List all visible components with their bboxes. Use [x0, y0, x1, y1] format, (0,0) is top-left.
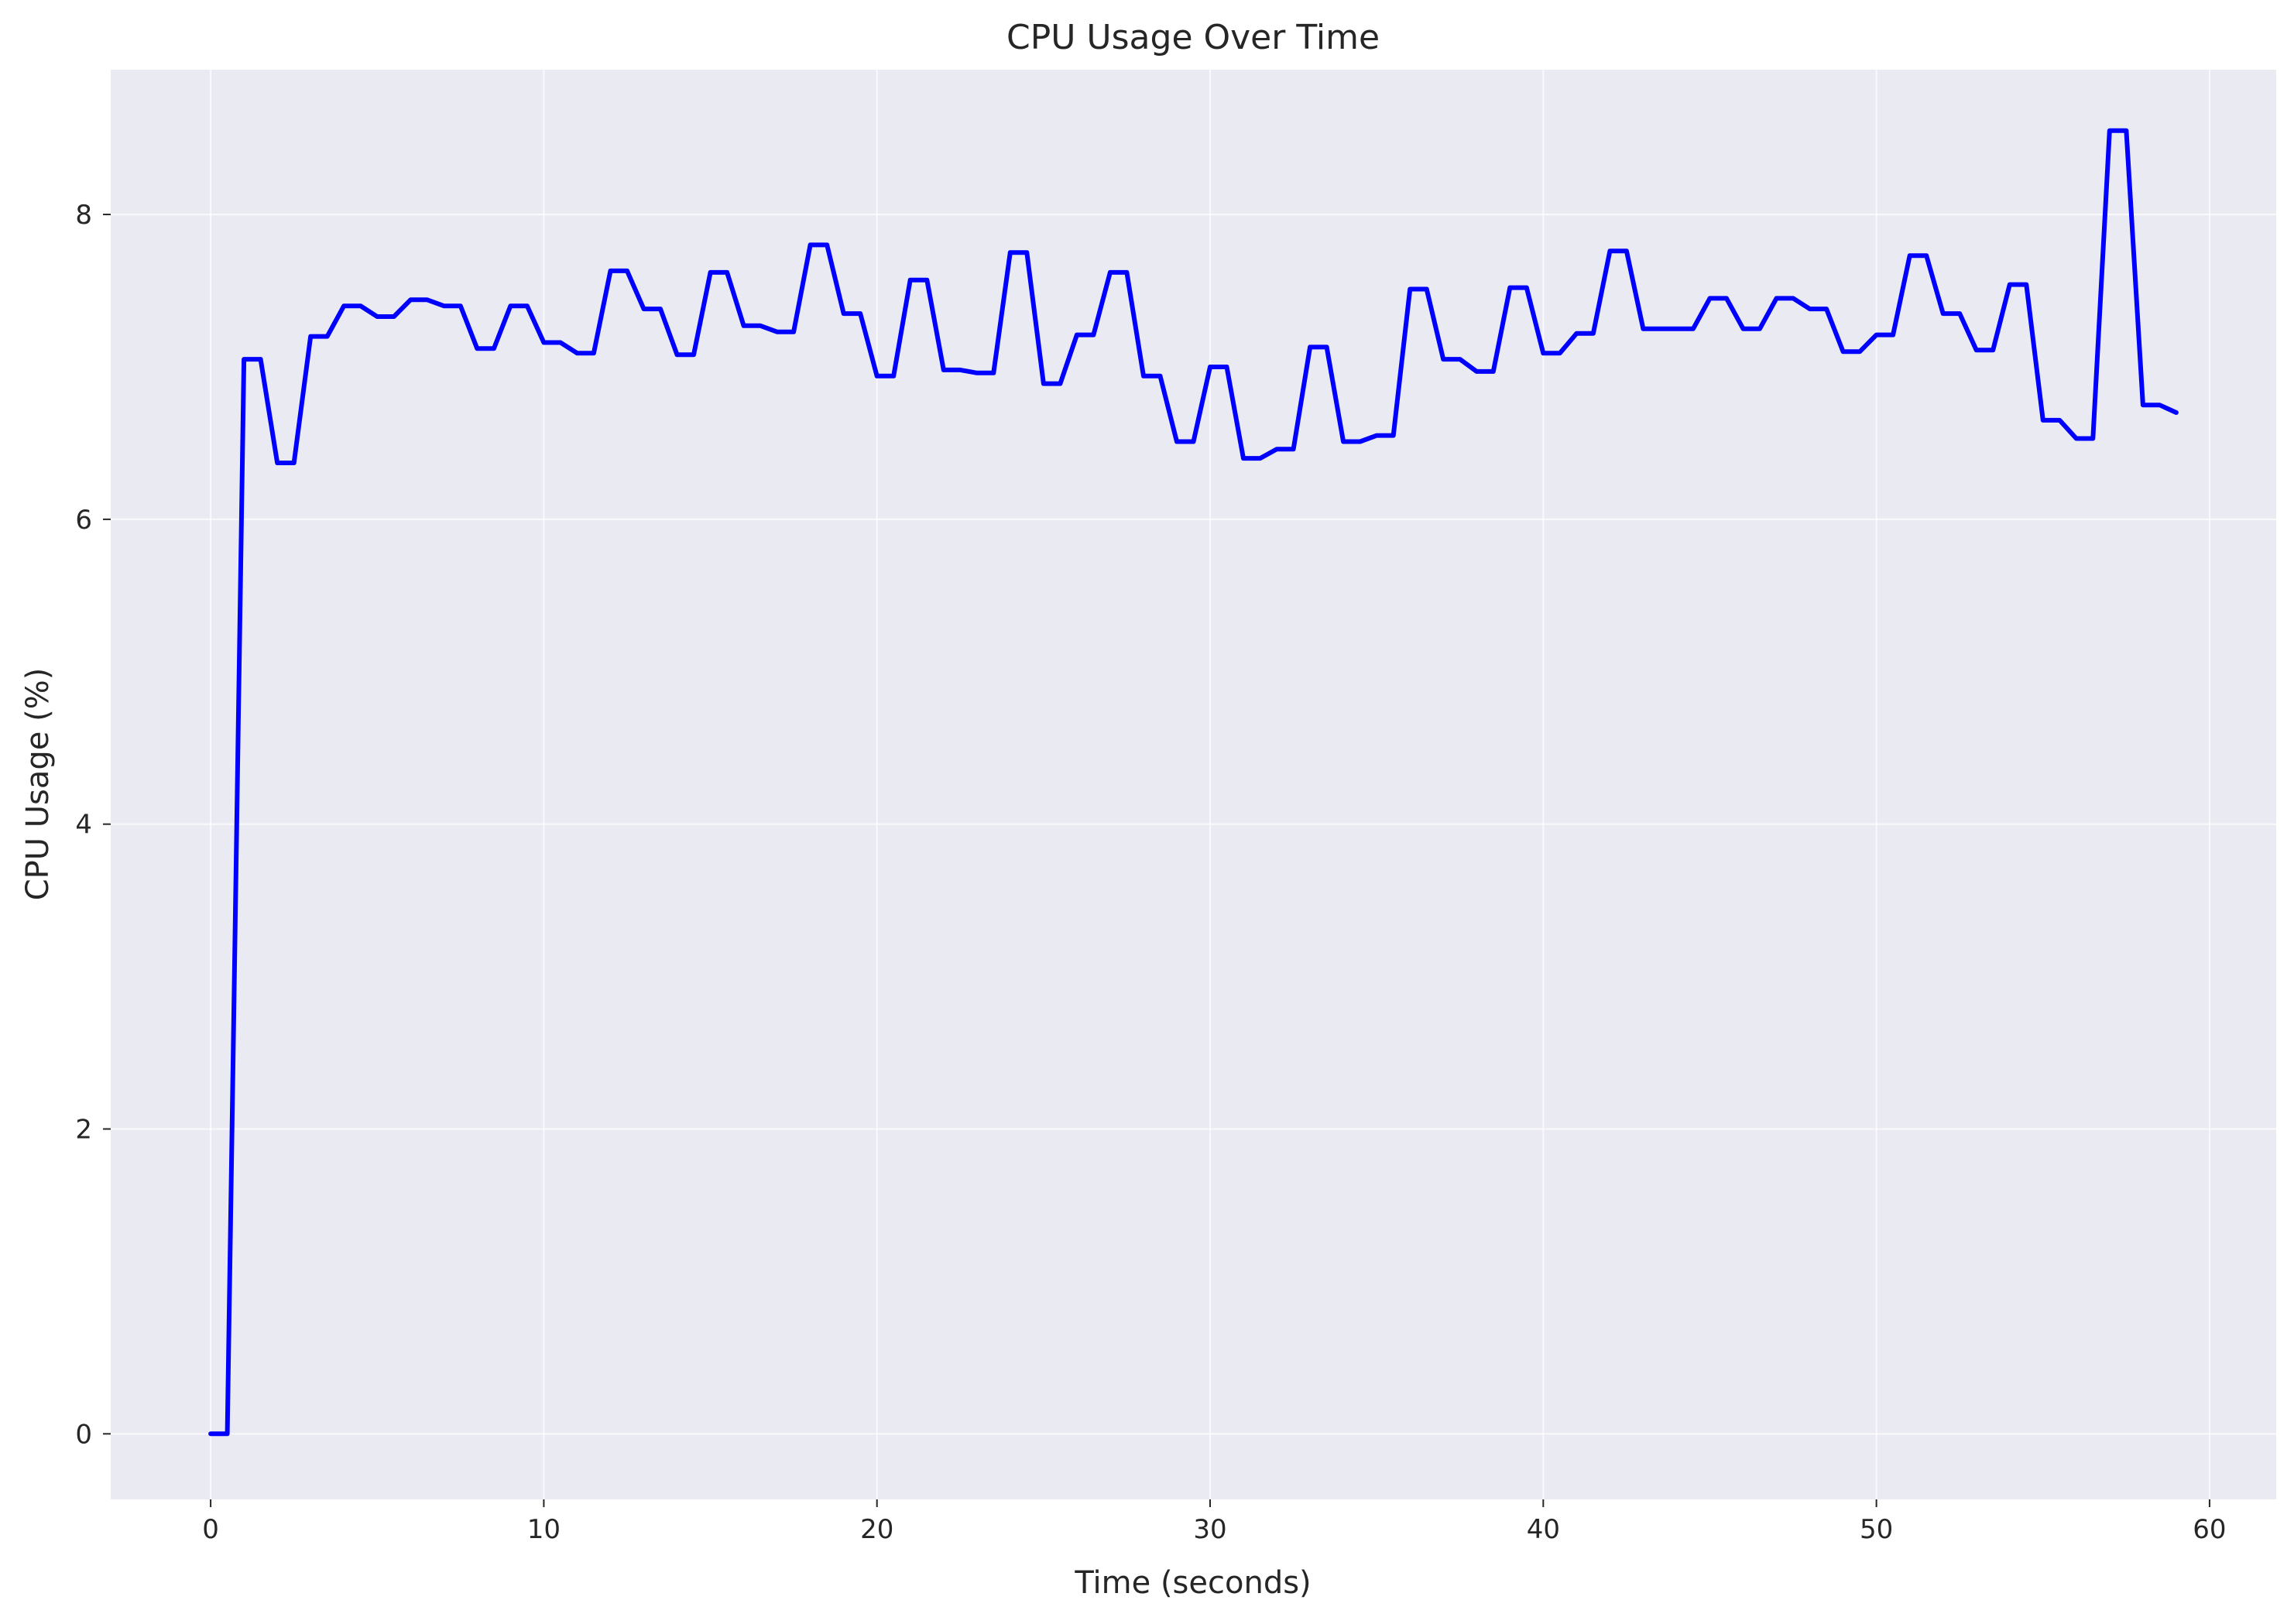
y-tick-label: 2 — [75, 1115, 92, 1146]
x-tick-label: 10 — [527, 1514, 561, 1545]
x-tick-label: 0 — [202, 1514, 219, 1545]
y-tick-label: 6 — [75, 505, 92, 536]
cpu-usage-line — [208, 128, 2179, 1437]
x-tick-label: 20 — [860, 1514, 893, 1545]
series-layer — [208, 128, 2179, 1437]
chart-title: CPU Usage Over Time — [1006, 18, 1380, 57]
x-tick-label: 50 — [1860, 1514, 1893, 1545]
x-tick-label: 30 — [1193, 1514, 1226, 1545]
x-axis-label: Time (seconds) — [1074, 1565, 1311, 1601]
y-axis-label: CPU Usage (%) — [20, 668, 56, 901]
x-tick-label: 40 — [1527, 1514, 1560, 1545]
axis-ticks: 0 10 20 30 40 50 60 0 2 4 6 8 — [75, 200, 2226, 1545]
y-tick-label: 8 — [75, 200, 92, 231]
plot-area — [111, 70, 2276, 1499]
y-tick-label: 0 — [75, 1419, 92, 1450]
x-tick-label: 60 — [2193, 1514, 2226, 1545]
grid-lines — [111, 70, 2276, 1499]
y-tick-label: 4 — [75, 810, 92, 841]
